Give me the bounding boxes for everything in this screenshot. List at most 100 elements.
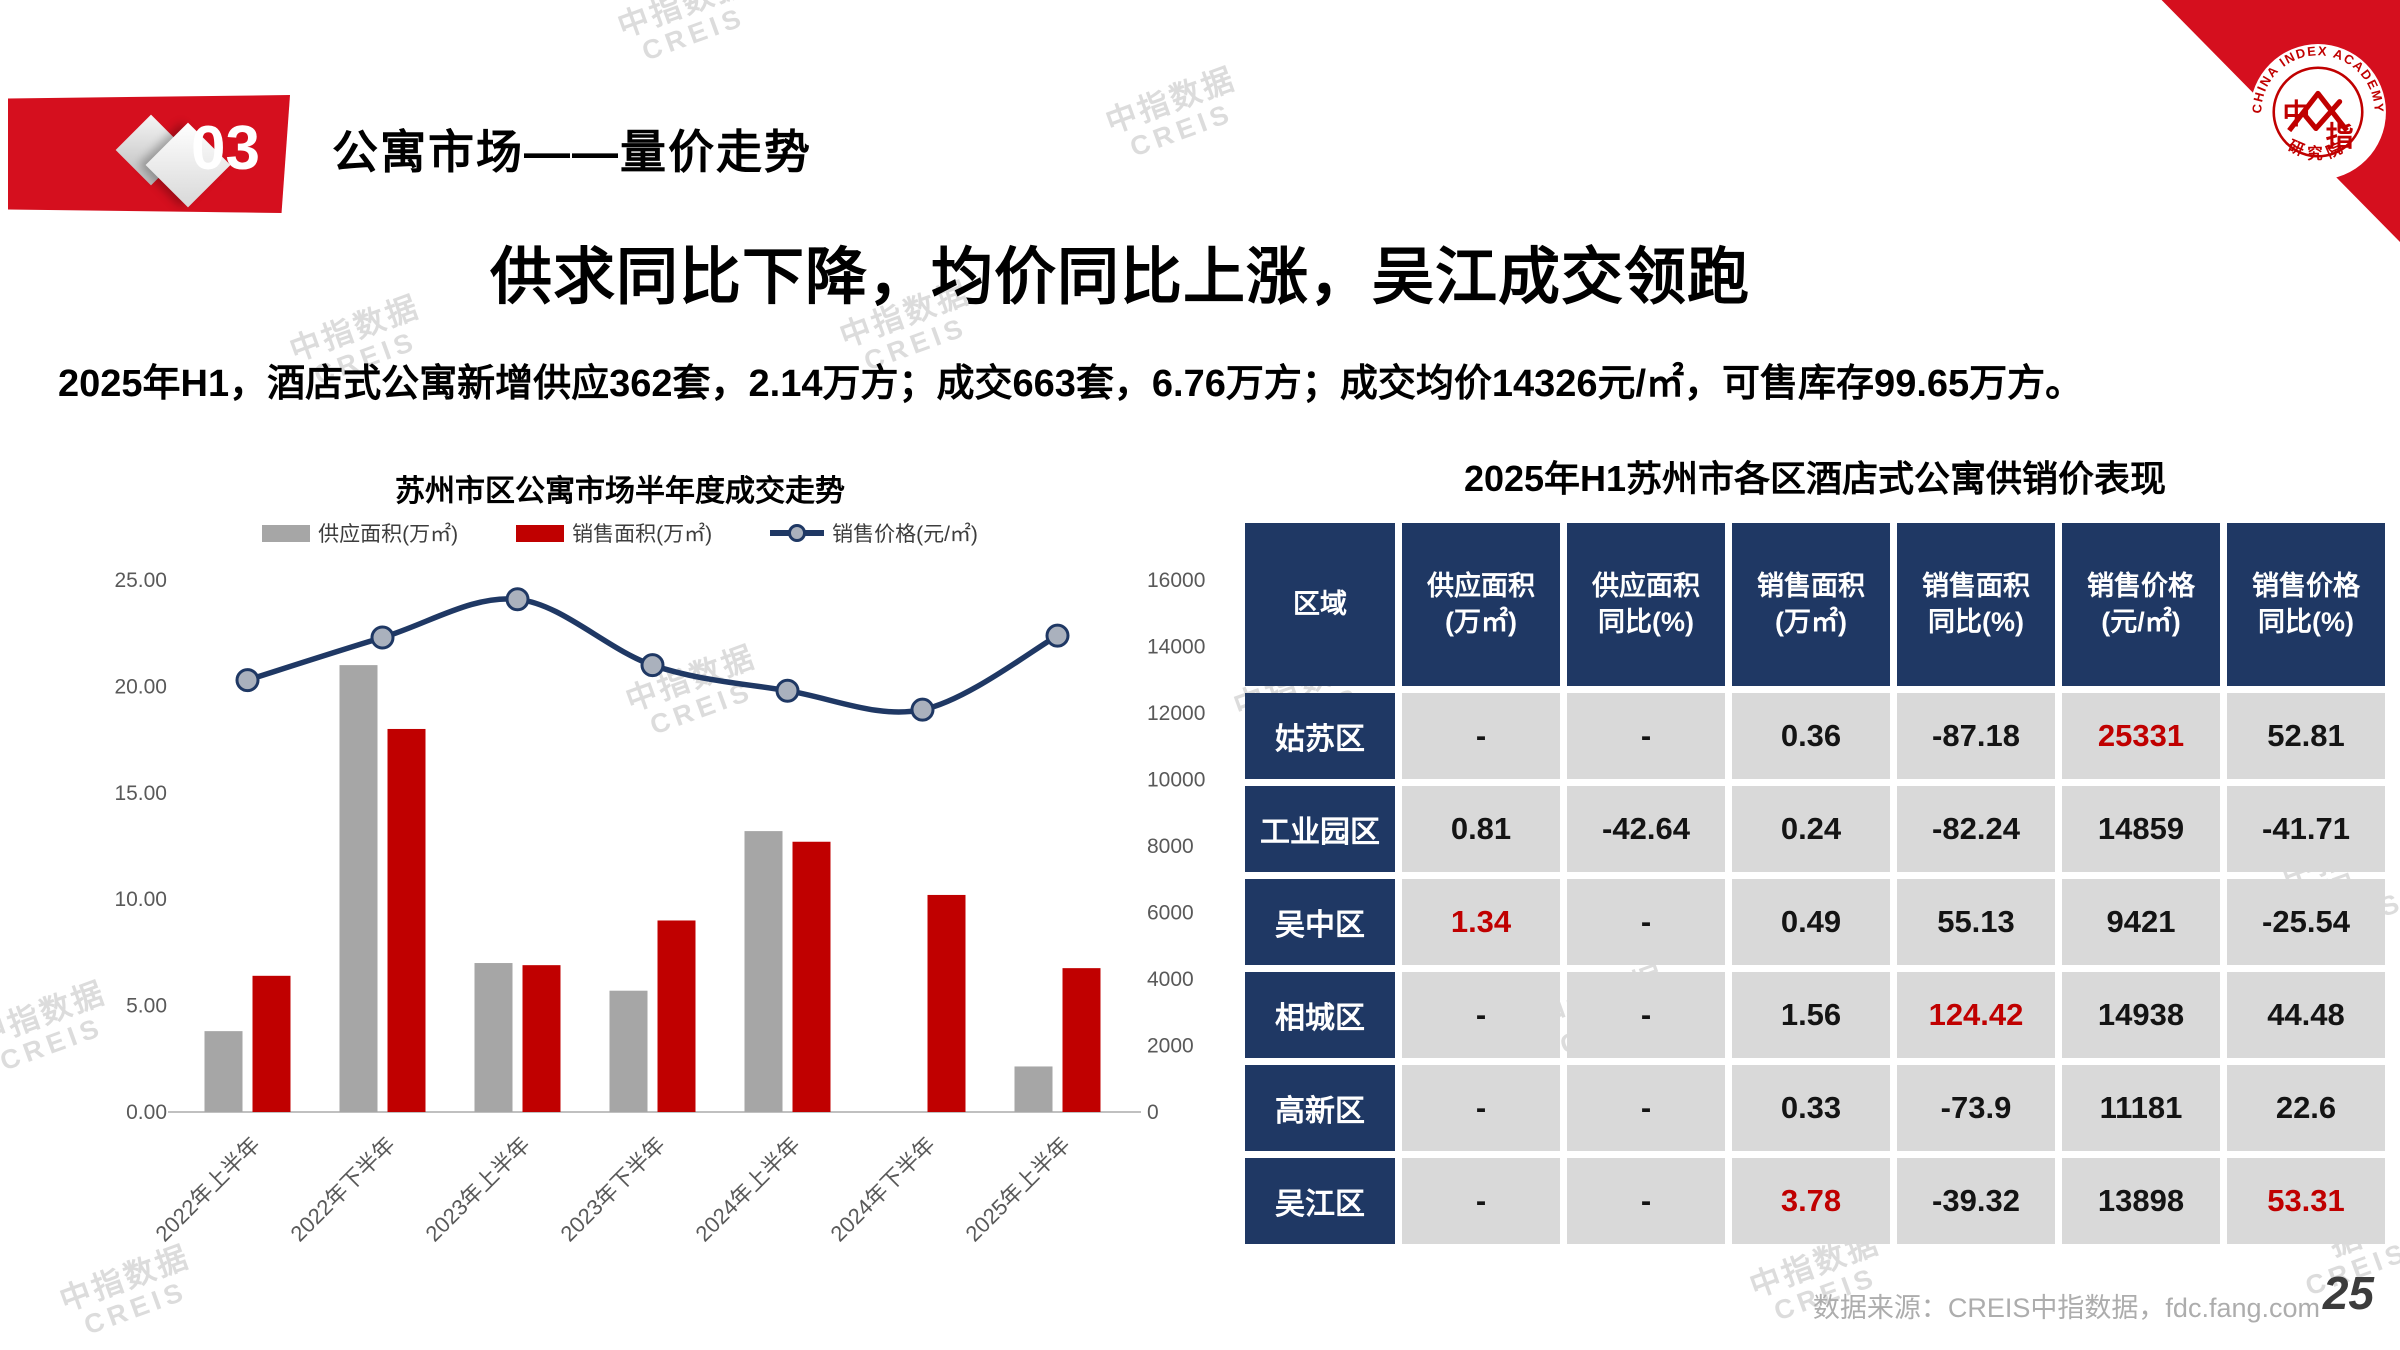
data-source-note: 数据来源：CREIS中指数据，fdc.fang.com [1812,1293,2320,1323]
table-value-cell: - [1402,1158,1560,1244]
sales-bar [792,841,831,1112]
table-region-cell: 工业园区 [1245,786,1395,872]
chart-legend: 供应面积(万㎡) 销售面积(万㎡) 销售价格(元/㎡) [110,518,1130,548]
table-value-cell: - [1567,879,1725,965]
table-value-cell: 14938 [2062,972,2220,1058]
price-line-marker [235,668,260,693]
left-axis-tick: 20.00 [114,675,167,698]
table-value-cell: - [1567,693,1725,779]
table-value-cell: - [1567,1065,1725,1151]
table-value-cell: 124.42 [1897,972,2055,1058]
legend-item: 销售价格(元/㎡) [770,518,978,548]
legend-swatch-icon [516,524,565,542]
right-axis-tick: 4000 [1147,968,1194,991]
price-line-marker [910,697,935,722]
x-axis-label: 2022年上半年 [151,1132,266,1247]
seal-icon: CHINA INDEX ACADEMY 研究院 中 指 [2249,43,2386,180]
table-value-cell: 11181 [2062,1065,2220,1151]
table-value-cell: - [1402,1065,1560,1151]
supply-bar [1014,1066,1053,1112]
left-axis-tick: 15.00 [114,782,167,805]
table-region-cell: 吴中区 [1245,879,1395,965]
table-region-cell: 吴江区 [1245,1158,1395,1244]
table-header-cell: 区域 [1245,523,1395,686]
x-axis-label: 2023年下半年 [556,1132,671,1247]
left-axis-tick: 5.00 [126,995,167,1018]
table-value-cell: 3.78 [1732,1158,1890,1244]
price-line-marker [775,678,800,703]
price-line-marker [1045,623,1070,648]
table-value-cell: - [1402,972,1560,1058]
supply-bar [339,665,378,1112]
legend-swatch-icon [262,524,311,542]
left-axis-tick: 25.00 [114,569,167,592]
table-value-cell: 53.31 [2227,1158,2385,1244]
table-value-cell: 14859 [2062,786,2220,872]
right-axis-tick: 14000 [1147,636,1205,659]
table-value-cell: -87.18 [1897,693,2055,779]
price-line-marker [640,653,665,678]
table-value-cell: - [1402,693,1560,779]
x-axis-label: 2024年下半年 [826,1132,941,1247]
sales-bar [522,965,561,1112]
legend-label: 销售价格(元/㎡) [832,523,978,546]
right-axis-tick: 10000 [1147,769,1205,792]
table-value-cell: 0.33 [1732,1065,1890,1151]
logo-center-char-2: 指 [2326,121,2354,152]
legend-item: 销售面积(万㎡) [516,518,712,548]
combo-chart: 0.00 5.00 10.00 15.00 20.00 25.00 0 2000 4000 600… [114,569,1205,1247]
x-axis-label: 2024年上半年 [691,1132,806,1247]
table-header-cell: 销售价格 (元/㎡) [2062,523,2220,686]
supply-bar [609,990,648,1112]
table-value-cell: -42.64 [1567,786,1725,872]
table-value-cell: 52.81 [2227,693,2385,779]
table-value-cell: - [1567,1158,1725,1244]
sales-bar [927,894,966,1112]
page-number: 25 [2322,1267,2374,1319]
right-axis-tick: 12000 [1147,702,1205,725]
table-value-cell: -25.54 [2227,879,2385,965]
china-index-academy-logo: CHINA INDEX ACADEMY 研究院 中 指 [2248,42,2388,182]
table-region-cell: 相城区 [1245,972,1395,1058]
right-axis-tick: 6000 [1147,902,1194,925]
chart-title: 苏州市区公寓市场半年度成交走势 [395,475,845,508]
table-value-cell: -39.32 [1897,1158,2055,1244]
legend-line-marker-icon [770,524,825,542]
x-axis-label: 2025年上半年 [961,1132,1076,1247]
price-line-marker [370,625,395,650]
right-axis-tick: 0 [1147,1101,1159,1124]
legend-item: 供应面积(万㎡) [262,518,458,548]
left-axis-tick: 10.00 [114,888,167,911]
table-value-cell: 0.81 [1402,786,1560,872]
table-region-cell: 高新区 [1245,1065,1395,1151]
table-region-cell: 姑苏区 [1245,693,1395,779]
right-axis-tick: 8000 [1147,835,1194,858]
table-value-cell: 55.13 [1897,879,2055,965]
table-value-cell: 22.6 [2227,1065,2385,1151]
table-value-cell: 0.36 [1732,693,1890,779]
table-value-cell: 0.49 [1732,879,1890,965]
supply-bar [204,1031,243,1112]
sales-bar [252,975,291,1112]
table-value-cell: 9421 [2062,879,2220,965]
logo-center-char-1: 中 [2282,98,2310,129]
table-value-cell: -82.24 [1897,786,2055,872]
table-value-cell: 44.48 [2227,972,2385,1058]
district-data-table: 区域 供应面积 (万㎡) 供应面积 同比(%) 销售面积 (万㎡) 销售面积 同比(%) 销售价格… [1245,523,2385,1244]
left-axis-tick: 0.00 [126,1101,167,1124]
legend-label: 销售面积(万㎡) [572,523,713,546]
table-value-cell: 0.24 [1732,786,1890,872]
table-header-cell: 销售面积 (万㎡) [1732,523,1890,686]
table-value-cell: -73.9 [1897,1065,2055,1151]
table-value-cell: 1.34 [1402,879,1560,965]
table-header-cell: 销售面积 同比(%) [1897,523,2055,686]
x-axis-label: 2022年下半年 [286,1132,401,1247]
table-value-cell: 25331 [2062,693,2220,779]
right-axis-tick: 16000 [1147,569,1205,592]
table-title: 2025年H1苏州市各区酒店式公寓供销价表现 [1463,458,2167,499]
section-number-badge: 03 [8,95,290,213]
slide-headline: 供求同比下降，均价同比上涨，吴江成交领跑 [489,243,1750,312]
table-value-cell: 1.56 [1732,972,1890,1058]
